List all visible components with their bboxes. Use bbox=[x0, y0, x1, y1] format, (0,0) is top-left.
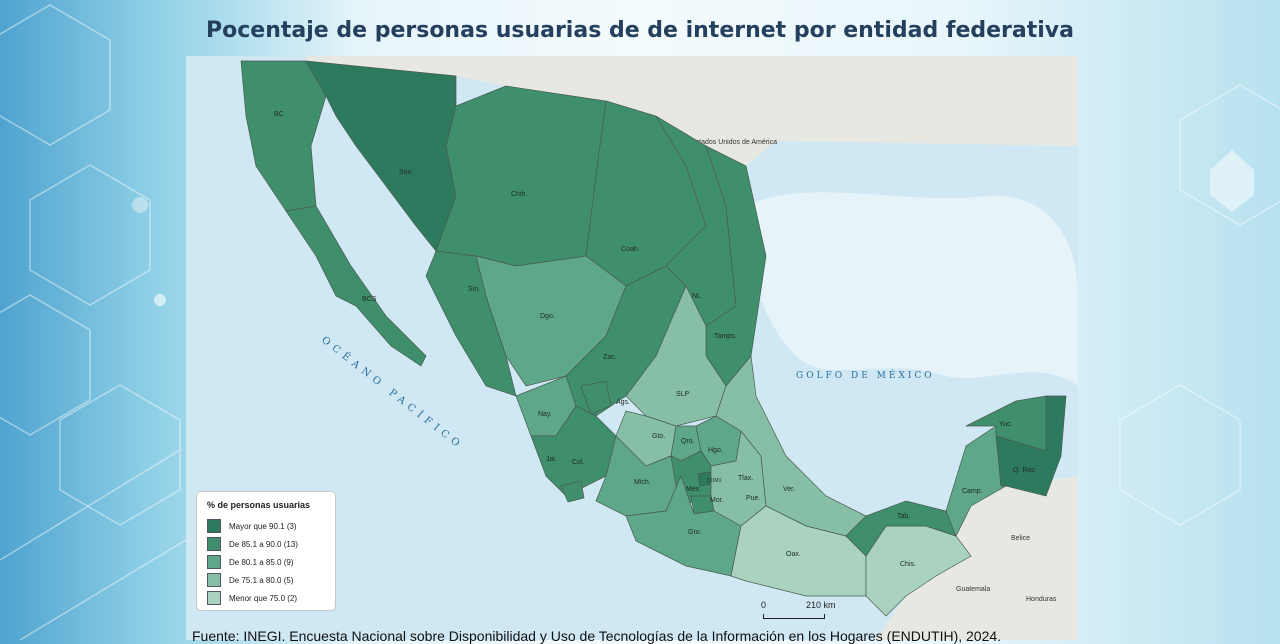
source-note: Fuente: INEGI. Encuesta Nacional sobre D… bbox=[192, 628, 1002, 644]
label-coah: Coah. bbox=[621, 246, 640, 253]
label-mor: Mor. bbox=[710, 497, 724, 504]
label-slp: SLP bbox=[676, 391, 690, 398]
legend-label: De 80.1 a 85.0 (9) bbox=[229, 557, 294, 567]
label-tab: Tab. bbox=[897, 513, 910, 520]
state-qroo bbox=[995, 395, 1067, 497]
legend-label: Mayor que 90.1 (3) bbox=[229, 521, 297, 531]
usa-label: Estados Unidos de América bbox=[691, 139, 777, 146]
label-mich: Mich. bbox=[634, 479, 651, 486]
label-jal: Jal. bbox=[546, 456, 557, 463]
label-chih: Chih. bbox=[511, 191, 527, 198]
legend-title: % de personas usuarias bbox=[207, 500, 311, 510]
label-hgo: Hgo. bbox=[708, 447, 723, 454]
honduras-label: Honduras bbox=[1026, 596, 1057, 603]
label-ags: Ags. bbox=[616, 399, 630, 406]
state-ags bbox=[580, 380, 612, 415]
label-bc: BC bbox=[274, 111, 284, 118]
label-dgo: Dgo. bbox=[540, 313, 555, 320]
scale-line bbox=[763, 614, 825, 619]
label-gro: Gro. bbox=[688, 529, 702, 536]
label-oax: Oax. bbox=[786, 551, 801, 558]
label-tlax: Tlax. bbox=[738, 475, 753, 482]
legend-swatch bbox=[207, 591, 221, 605]
legend-item: De 80.1 a 85.0 (9) bbox=[207, 553, 325, 571]
state-chih bbox=[435, 85, 607, 267]
legend-swatch bbox=[207, 555, 221, 569]
legend-label: De 75.1 a 80.0 (5) bbox=[229, 575, 294, 585]
gulf-label: GOLFO DE MÉXICO bbox=[796, 369, 935, 381]
central-america-region bbox=[876, 476, 1078, 640]
legend-swatch bbox=[207, 573, 221, 587]
scale-zero: 0 bbox=[761, 600, 767, 610]
legend-label: Menor que 75.0 (2) bbox=[229, 593, 298, 603]
state-gro bbox=[625, 475, 742, 577]
label-col: Col. bbox=[572, 459, 585, 466]
guatemala-label: Guatemala bbox=[956, 586, 990, 593]
label-chis: Chis. bbox=[900, 561, 916, 568]
label-sin: Sin. bbox=[468, 286, 480, 293]
belize-label: Belice bbox=[1011, 535, 1030, 542]
label-pue: Pue. bbox=[746, 495, 760, 502]
label-qro: Qro. bbox=[681, 438, 695, 445]
label-camp: Camp. bbox=[962, 488, 983, 495]
legend: % de personas usuarias Mayor que 90.1 (3… bbox=[196, 491, 336, 611]
label-nay: Nay. bbox=[538, 411, 552, 418]
state-bcs bbox=[285, 205, 427, 367]
label-yuc: Yuc. bbox=[999, 421, 1013, 428]
state-tab bbox=[845, 500, 957, 557]
legend-swatch bbox=[207, 519, 221, 533]
state-son bbox=[305, 60, 457, 252]
page-title: Pocentaje de personas usuarias de de int… bbox=[206, 18, 1074, 43]
legend-item: De 75.1 a 80.0 (5) bbox=[207, 571, 325, 589]
map: Estados Unidos de América Belice Guatema… bbox=[186, 56, 1078, 640]
state-col bbox=[560, 480, 585, 503]
scale-distance: 210 km bbox=[806, 600, 836, 610]
label-ver: Ver. bbox=[783, 486, 795, 493]
label-gto: Gto. bbox=[652, 433, 665, 440]
legend-item: De 85.1 a 90.0 (13) bbox=[207, 535, 325, 553]
legend-item: Menor que 75.0 (2) bbox=[207, 589, 325, 607]
scale-bar: 0 210 km bbox=[761, 596, 861, 626]
label-zac: Zac. bbox=[603, 354, 617, 361]
label-bcs: BCS bbox=[362, 296, 377, 303]
label-son: Son. bbox=[399, 169, 413, 176]
label-tamps: Tamps. bbox=[714, 333, 737, 340]
legend-item: Mayor que 90.1 (3) bbox=[207, 517, 325, 535]
legend-label: De 85.1 a 90.0 (13) bbox=[229, 539, 298, 549]
label-mex: Mex. bbox=[686, 486, 701, 493]
label-cdmx: CDMX bbox=[707, 478, 722, 484]
label-qroo: Q. Roo bbox=[1013, 467, 1035, 474]
usa-region bbox=[306, 56, 1078, 166]
legend-swatch bbox=[207, 537, 221, 551]
label-nl: NL bbox=[692, 293, 701, 300]
